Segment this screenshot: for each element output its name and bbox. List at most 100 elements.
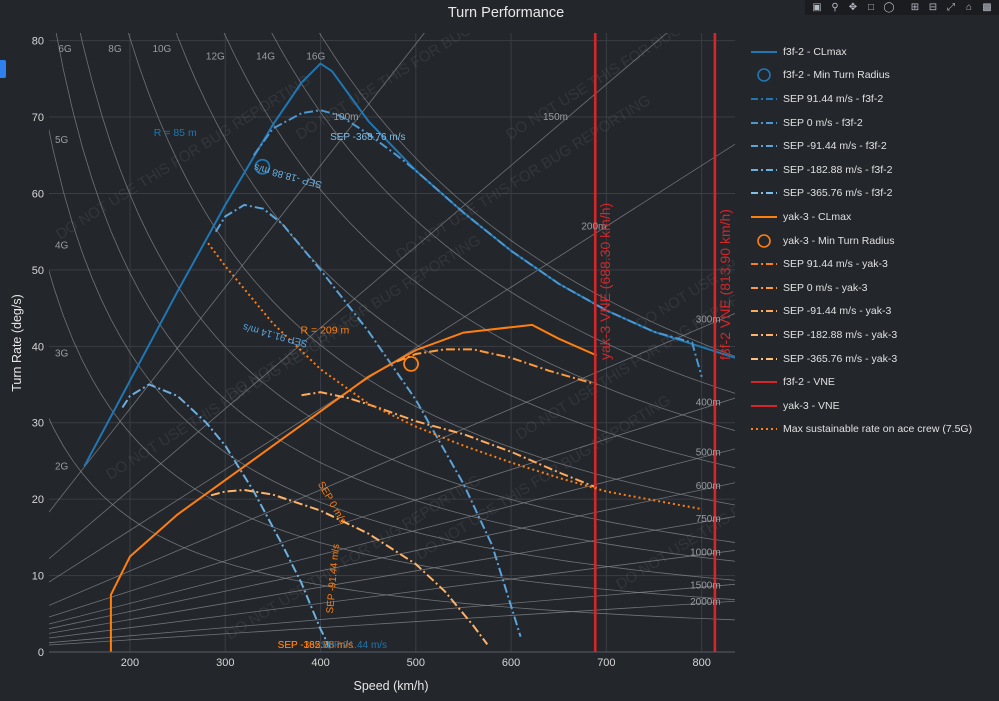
legend-item[interactable]: f3f-2 - CLmax [751, 40, 996, 64]
g-line-label: 5G [55, 135, 69, 146]
legend-label: yak-3 - VNE [783, 399, 840, 412]
legend-item[interactable]: yak-3 - CLmax [751, 205, 996, 229]
y-axis-label: Turn Rate (deg/s) [10, 294, 24, 392]
camera-icon[interactable]: ▣ [812, 2, 822, 13]
legend-item[interactable]: SEP -365.76 m/s - yak-3 [751, 347, 996, 371]
annotation-sep-label: SEP -182.88 m/s [278, 640, 353, 651]
g-load-line [271, 33, 735, 394]
annotation-vne-label: yak-3 VNE (688.30 km/h) [597, 203, 613, 360]
legend-swatch [751, 357, 777, 360]
x-axis-label: Speed (km/h) [353, 679, 428, 693]
g-load-line [128, 33, 735, 506]
radius-line-label: 2000m [690, 597, 721, 608]
g-line-label: 8G [108, 44, 122, 55]
radius-line-label: 300m [696, 315, 721, 326]
annotation-radius-label: R = 85 m [154, 127, 197, 139]
x-tick-label: 500 [407, 657, 425, 669]
series-line [121, 383, 331, 649]
legend-item[interactable]: SEP -91.44 m/s - f3f-2 [751, 134, 996, 158]
box-select-icon[interactable]: □ [867, 2, 875, 13]
legend-swatch [751, 97, 777, 100]
legend-label: f3f-2 - Min Turn Radius [783, 69, 890, 82]
radius-line-label: 1500m [690, 581, 721, 592]
watermark-text: DO NOT USE THIS FOR BUG REPORTING [223, 472, 484, 644]
series-marker [254, 158, 271, 175]
autoscale-icon[interactable]: ⤢ [947, 2, 955, 13]
pan-icon[interactable]: ✥ [848, 2, 858, 13]
legend-label: SEP -91.44 m/s - f3f-2 [783, 140, 887, 153]
legend-label: yak-3 - CLmax [783, 210, 852, 223]
legend-item[interactable]: f3f-2 - Min Turn Radius [751, 64, 996, 88]
series-line [252, 109, 703, 378]
legend-swatch [751, 192, 777, 195]
radius-line [49, 583, 735, 644]
legend-label: yak-3 - Min Turn Radius [783, 234, 895, 247]
radius-line [49, 516, 735, 634]
legend-item[interactable]: SEP 91.44 m/s - yak-3 [751, 252, 996, 276]
radius-line [49, 448, 735, 625]
radius-line-label: 600m [696, 481, 721, 492]
g-load-line [175, 33, 735, 469]
legend-swatch [751, 286, 777, 289]
series-line [109, 323, 598, 652]
x-tick-label: 800 [692, 657, 710, 669]
radius-lines [49, 33, 735, 646]
series-line [83, 62, 735, 467]
legend-label: SEP -91.44 m/s - yak-3 [783, 305, 892, 318]
y-tick-label: 70 [32, 112, 44, 124]
legend-swatch [757, 68, 771, 83]
legend-item[interactable]: yak-3 - Min Turn Radius [751, 229, 996, 253]
watermark-text: DO NOT USE THIS FOR BUG REPORTING [613, 422, 874, 594]
g-line-label: 12G [206, 52, 225, 63]
legend-label: Max sustainable rate on ace crew (7.5G) [783, 423, 973, 436]
g-load-line [223, 33, 735, 431]
legend-item[interactable]: SEP -91.44 m/s - yak-3 [751, 300, 996, 324]
legend-item[interactable]: Max sustainable rate on ace crew (7.5G) [751, 418, 996, 442]
g-load-line [79, 33, 735, 543]
legend-item[interactable]: SEP -365.76 m/s - f3f-2 [751, 182, 996, 206]
g-line-labels: 2G 3G 4G 5G 6G 8G 10G 12G 14G 16G [55, 44, 325, 473]
legend-swatch [751, 381, 777, 384]
g-line-label: 3G [55, 348, 69, 359]
x-tick-label: 400 [311, 657, 329, 669]
zoom-icon[interactable]: ⚲ [831, 2, 839, 13]
legend-item[interactable]: SEP 0 m/s - yak-3 [751, 276, 996, 300]
zoom-out-icon[interactable]: ⊟ [928, 2, 938, 13]
home-icon[interactable]: ⌂ [965, 2, 973, 13]
lasso-icon[interactable]: ◯ [883, 2, 895, 13]
chart-legend: f3f-2 - CLmax f3f-2 - Min Turn Radius SEP … [751, 40, 996, 441]
radius-line-label: 750m [696, 514, 721, 525]
radius-line [49, 313, 735, 606]
side-panel-tab[interactable] [0, 60, 6, 78]
g-load-line [319, 33, 735, 357]
g-line-label: 2G [55, 461, 69, 472]
legend-label: SEP 91.44 m/s - f3f-2 [783, 92, 884, 105]
series-line [210, 488, 489, 645]
radius-line [49, 600, 735, 646]
legend-item[interactable]: SEP 0 m/s - f3f-2 [751, 111, 996, 135]
chart-title: Turn Performance [448, 5, 564, 21]
series-line [207, 242, 702, 511]
radius-line-label: 100m [333, 112, 358, 123]
radius-line [49, 482, 735, 630]
legend-item[interactable]: SEP -182.88 m/s - yak-3 [751, 323, 996, 347]
x-tick-label: 300 [216, 657, 234, 669]
g-load-line [49, 269, 735, 601]
legend-swatch [751, 145, 777, 148]
legend-swatch [757, 233, 771, 248]
legend-swatch [751, 333, 777, 336]
legend-swatch [751, 50, 777, 53]
legend-item[interactable]: SEP -182.88 m/s - f3f-2 [751, 158, 996, 182]
legend-swatch [751, 310, 777, 313]
plotly-logo-icon[interactable]: ▩ [982, 2, 992, 13]
series-marker [403, 355, 419, 372]
legend-item[interactable]: yak-3 - VNE [751, 394, 996, 418]
radius-line [49, 550, 735, 639]
legend-swatch [751, 215, 777, 218]
zoom-in-icon[interactable]: ⊞ [910, 2, 920, 13]
x-tick-label: 200 [121, 657, 139, 669]
legend-item[interactable]: f3f-2 - VNE [751, 370, 996, 394]
legend-item[interactable]: SEP 91.44 m/s - f3f-2 [751, 87, 996, 111]
y-tick-label: 40 [32, 341, 44, 353]
